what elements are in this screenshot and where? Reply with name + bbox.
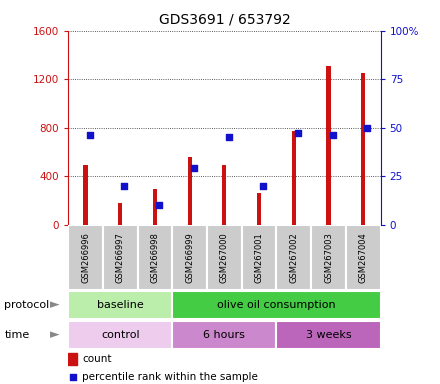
Text: control: control xyxy=(101,330,139,340)
Bar xyxy=(361,73,365,225)
Bar xyxy=(138,225,172,290)
Text: GSM266999: GSM266999 xyxy=(185,232,194,283)
Bar xyxy=(103,225,138,290)
Point xyxy=(294,131,301,137)
Text: olive oil consumption: olive oil consumption xyxy=(217,300,336,310)
Bar xyxy=(118,204,122,225)
Bar xyxy=(187,157,192,225)
Text: GSM266996: GSM266996 xyxy=(81,232,90,283)
Text: GSM267002: GSM267002 xyxy=(290,232,298,283)
Bar xyxy=(68,291,172,319)
Text: baseline: baseline xyxy=(97,300,143,310)
Point xyxy=(191,166,198,172)
Point xyxy=(86,132,93,139)
Text: count: count xyxy=(82,354,112,364)
Text: GSM267003: GSM267003 xyxy=(324,232,333,283)
Bar xyxy=(292,131,296,225)
Point xyxy=(225,134,232,141)
Point xyxy=(69,374,76,380)
Bar xyxy=(68,353,77,366)
Point xyxy=(260,183,267,189)
Bar xyxy=(68,321,172,349)
Text: GSM267004: GSM267004 xyxy=(359,232,368,283)
Text: GSM266997: GSM266997 xyxy=(116,232,125,283)
Point xyxy=(156,202,163,209)
Bar xyxy=(172,291,381,319)
Point xyxy=(121,183,128,189)
Bar xyxy=(311,225,346,290)
Text: ►: ► xyxy=(50,329,59,341)
Bar xyxy=(68,225,103,290)
Bar xyxy=(172,225,207,290)
Text: protocol: protocol xyxy=(4,300,50,310)
Bar xyxy=(207,225,242,290)
Text: GSM266998: GSM266998 xyxy=(150,232,159,283)
Bar xyxy=(257,192,261,225)
Bar xyxy=(276,321,381,349)
Bar xyxy=(346,225,381,290)
Bar xyxy=(172,321,276,349)
Text: 3 weeks: 3 weeks xyxy=(306,330,352,340)
Point xyxy=(364,125,371,131)
Bar xyxy=(326,66,330,225)
Title: GDS3691 / 653792: GDS3691 / 653792 xyxy=(158,13,290,27)
Bar xyxy=(84,165,88,225)
Text: GSM267000: GSM267000 xyxy=(220,232,229,283)
Bar xyxy=(153,189,157,225)
Bar xyxy=(222,165,227,225)
Text: 6 hours: 6 hours xyxy=(203,330,246,340)
Text: ►: ► xyxy=(50,299,59,311)
Bar xyxy=(276,225,311,290)
Text: GSM267001: GSM267001 xyxy=(255,232,264,283)
Bar xyxy=(242,225,276,290)
Point xyxy=(329,132,336,139)
Text: time: time xyxy=(4,330,29,340)
Text: percentile rank within the sample: percentile rank within the sample xyxy=(82,372,258,382)
